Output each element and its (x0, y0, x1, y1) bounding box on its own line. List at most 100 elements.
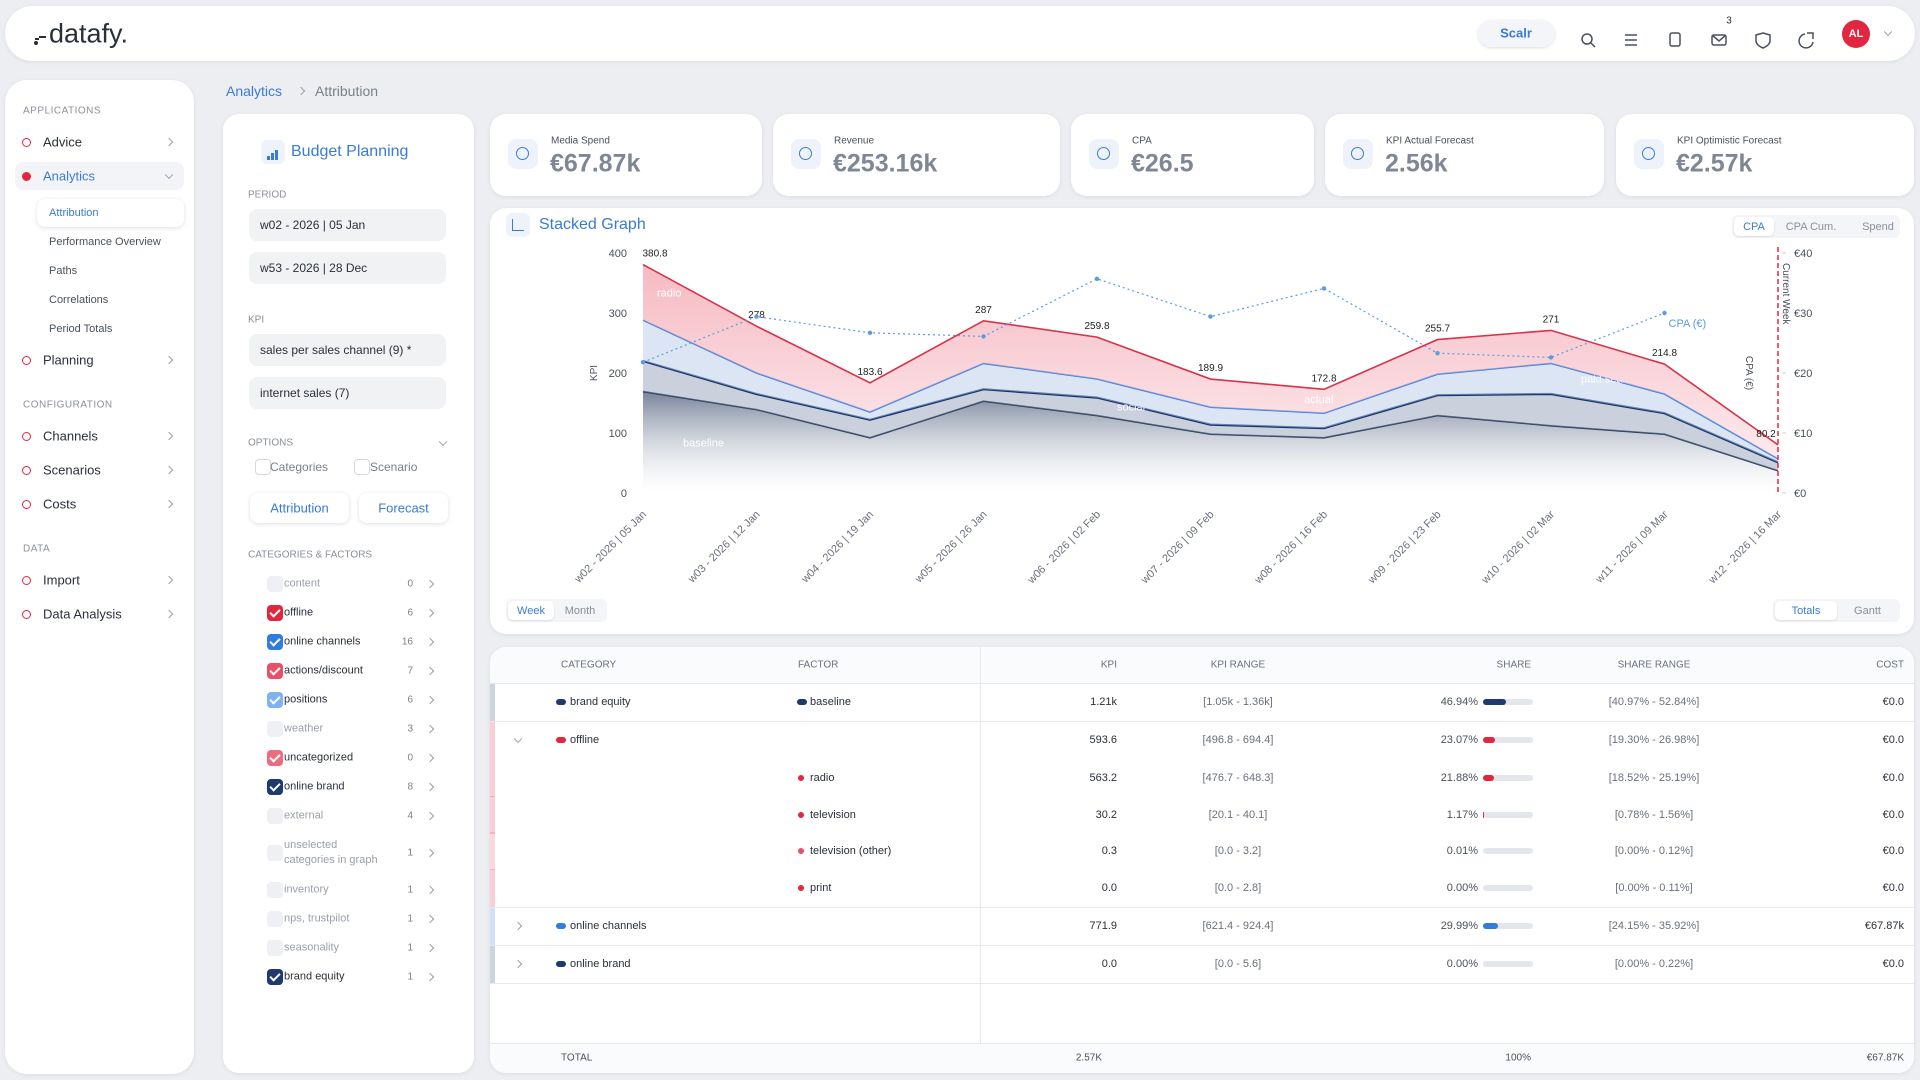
category-checkbox[interactable] (267, 634, 283, 650)
option-checkbox[interactable] (354, 459, 370, 475)
row-expander[interactable] (513, 921, 523, 931)
row-stripe (490, 721, 495, 759)
view-tab[interactable]: Gantt (1837, 601, 1898, 620)
row-expander[interactable] (513, 959, 523, 969)
subnav-item[interactable]: Performance Overview (49, 236, 161, 248)
series-label: radio (657, 287, 681, 299)
share-cell: 0.00% (1446, 882, 1478, 894)
account-chevron (1883, 27, 1893, 37)
factor-name: print (810, 882, 832, 894)
mode-button[interactable]: Attribution (250, 493, 349, 523)
subnav-item[interactable]: Paths (49, 265, 78, 277)
category-count: 1 (407, 971, 413, 983)
kpi-cell: 0.0 (1101, 958, 1117, 970)
option-checkbox[interactable] (255, 459, 271, 475)
subnav-item[interactable]: Correlations (49, 294, 109, 306)
nav-item[interactable]: Data Analysis (43, 606, 122, 622)
cpa-point (1435, 351, 1440, 356)
period-tab[interactable]: Month (556, 601, 604, 620)
cost-cell: €67.87k (1864, 920, 1904, 932)
category-checkbox[interactable] (267, 911, 283, 927)
share-range-cell: [0.00% - 0.12%] (1614, 845, 1694, 857)
kpi-input[interactable]: internet sales (7) (249, 377, 446, 409)
nav-item[interactable]: Channels (43, 428, 98, 444)
metric-tab[interactable]: Spend (1848, 217, 1900, 236)
panel-title: Budget Planning (291, 143, 409, 160)
kpi-range-cell: [0.0 - 3.2] (1214, 845, 1262, 857)
mode-label: Forecast (378, 500, 429, 516)
section-title: DATA (23, 543, 51, 555)
total-share: 100% (1505, 1052, 1531, 1064)
row-expander[interactable] (513, 734, 523, 744)
metric-tab[interactable]: CPA Cum. (1775, 217, 1847, 236)
breadcrumb-link[interactable]: Analytics (226, 83, 283, 99)
nav-icon (22, 500, 31, 509)
metric-tab[interactable]: CPA (1734, 217, 1774, 236)
total-kpi: 2.57K (1075, 1052, 1102, 1064)
category-checkbox[interactable] (267, 882, 283, 898)
kpi-label: CPA (1132, 135, 1152, 147)
metric-tab-label: CPA Cum. (1785, 221, 1837, 233)
category-checkbox[interactable] (267, 779, 283, 795)
category-checkbox[interactable] (267, 605, 283, 621)
category-checkbox[interactable] (267, 692, 283, 708)
avatar-initials: AL (1848, 28, 1864, 40)
y2-axis-title: CPA (€) (1743, 356, 1754, 390)
category-count: 0 (407, 578, 413, 590)
period-tab[interactable]: Week (508, 601, 554, 620)
nav-chevron (164, 355, 174, 365)
view-tab[interactable]: Totals (1775, 601, 1837, 620)
breadcrumb-current: Attribution (315, 83, 379, 99)
share-track (1483, 961, 1533, 967)
nav-item[interactable]: Costs (43, 496, 77, 512)
x-tick-label: w10 - 2026 | 02 Mar (1479, 508, 1557, 586)
total-label: 189.9 (1198, 363, 1223, 374)
kpi-value: €26.5 (1131, 149, 1194, 178)
nav-chevron (164, 499, 174, 509)
nav-item[interactable]: Import (43, 572, 80, 588)
category-chevron (425, 608, 435, 618)
nav-icon (22, 432, 31, 441)
category-checkbox[interactable] (267, 576, 283, 592)
toolbar-icons[interactable] (1577, 30, 1827, 50)
period-input[interactable]: w53 - 2026 | 28 Dec (249, 252, 446, 284)
period-value: w53 - 2026 | 28 Dec (260, 261, 368, 275)
nav-icon (22, 610, 31, 619)
y2-tick-label: €40 (1794, 248, 1812, 260)
avatar[interactable]: AL (1842, 20, 1870, 48)
area-layer (643, 320, 1778, 463)
subnav-item[interactable]: Attribution (49, 207, 99, 219)
factor-dot (797, 699, 807, 705)
nav-item[interactable]: Planning (43, 352, 94, 368)
scalr-button[interactable]: Scalr (1478, 20, 1555, 47)
logo-mark (34, 36, 46, 45)
nav-item[interactable]: Advice (43, 134, 83, 150)
category-count: 6 (407, 607, 413, 619)
graph-icon-glyph (512, 219, 524, 231)
category-count: 1 (407, 913, 413, 925)
breadcrumb-separator (296, 86, 306, 96)
category-checkbox[interactable] (267, 721, 283, 737)
subnav-item[interactable]: Period Totals (49, 323, 113, 335)
category-checkbox[interactable] (267, 845, 283, 861)
period-input[interactable]: w02 - 2026 | 05 Jan (249, 209, 446, 241)
category-checkbox[interactable] (267, 663, 283, 679)
share-cell: 0.01% (1446, 845, 1478, 857)
category-count: 0 (407, 752, 413, 764)
table-header-bg (490, 647, 1914, 684)
category-checkbox[interactable] (267, 808, 283, 824)
category-checkbox[interactable] (267, 940, 283, 956)
mode-button[interactable]: Forecast (359, 493, 448, 523)
category-checkbox[interactable] (267, 750, 283, 766)
share-cell: 23.07% (1440, 734, 1478, 746)
total-label: 172.8 (1311, 373, 1336, 384)
cpa-series-label: CPA (€) (1669, 318, 1707, 330)
category-label: offline (284, 606, 314, 619)
nav-item[interactable]: Analytics (43, 168, 96, 184)
kpi-input[interactable]: sales per sales channel (9) * (249, 334, 446, 366)
y2-tick-label: €0 (1794, 488, 1806, 500)
total-label: 287 (975, 305, 992, 316)
nav-item[interactable]: Scenarios (43, 462, 101, 478)
category-checkbox[interactable] (267, 969, 283, 985)
nav-chevron (164, 137, 174, 147)
